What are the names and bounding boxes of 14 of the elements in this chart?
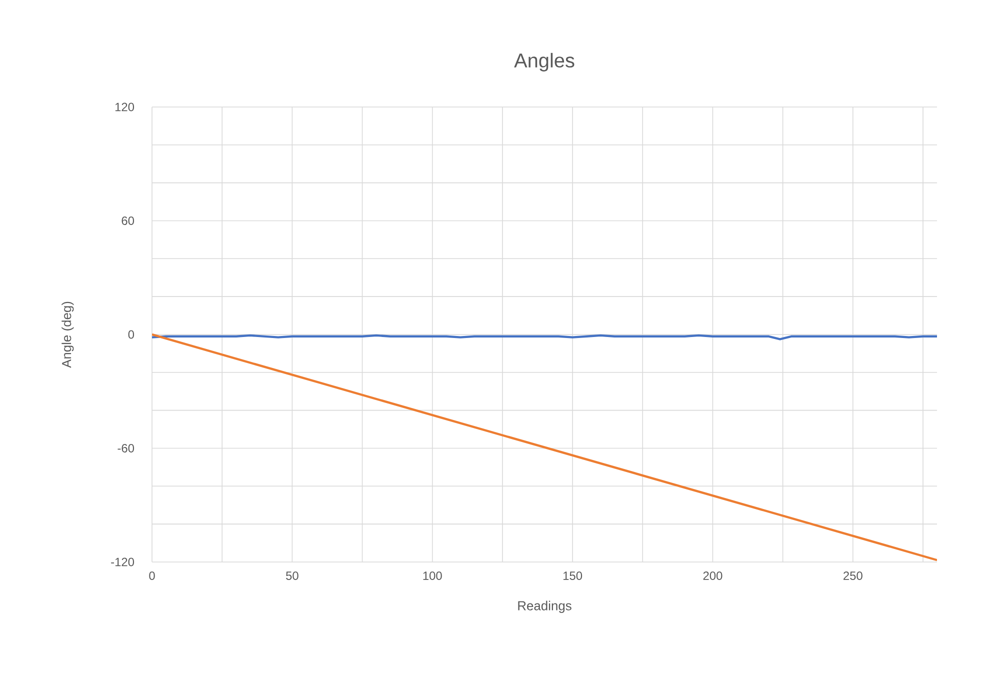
y-tick-label: 60 xyxy=(122,216,134,225)
y-tick-label: 120 xyxy=(115,102,134,112)
y-tick-label: 0 xyxy=(128,330,134,339)
x-tick-label: 100 xyxy=(423,572,442,580)
chart-title: Angles xyxy=(514,52,574,72)
x-tick-label: 0 xyxy=(149,572,155,580)
x-tick-label: 250 xyxy=(844,572,862,580)
y-tick-label: -60 xyxy=(118,444,134,452)
y-axis-title: Angle (deg) xyxy=(62,302,74,368)
x-tick-label: 150 xyxy=(563,572,582,580)
y-tick-label: -120 xyxy=(111,558,134,566)
x-tick-label: 200 xyxy=(703,572,722,580)
x-tick-label: 50 xyxy=(286,572,298,580)
x-axis-title: Readings xyxy=(518,600,572,613)
